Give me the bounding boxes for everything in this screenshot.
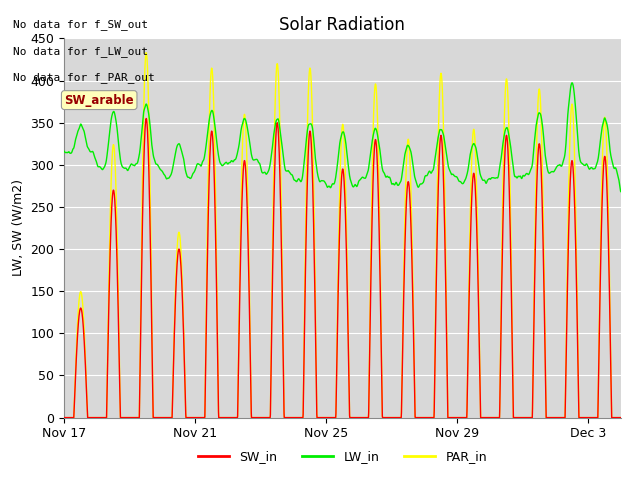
Title: Solar Radiation: Solar Radiation bbox=[280, 16, 405, 34]
Text: SW_arable: SW_arable bbox=[65, 94, 134, 107]
Legend: SW_in, LW_in, PAR_in: SW_in, LW_in, PAR_in bbox=[193, 445, 492, 468]
Y-axis label: LW, SW (W/m2): LW, SW (W/m2) bbox=[12, 180, 25, 276]
Text: No data for f_PAR_out: No data for f_PAR_out bbox=[13, 72, 154, 83]
Text: No data for f_LW_out: No data for f_LW_out bbox=[13, 46, 148, 57]
Text: No data for f_SW_out: No data for f_SW_out bbox=[13, 19, 148, 30]
